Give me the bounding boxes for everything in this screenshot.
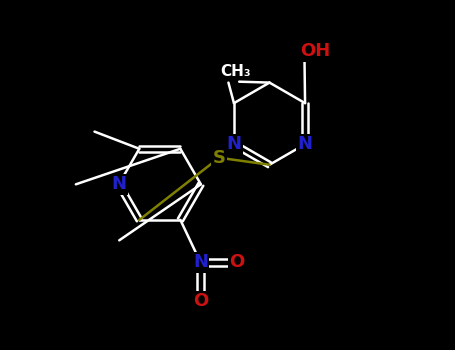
Text: O: O <box>229 253 244 271</box>
Text: N: N <box>298 135 313 153</box>
Text: N: N <box>227 135 242 153</box>
Text: OH: OH <box>300 42 330 60</box>
Text: N: N <box>111 175 126 193</box>
Text: S: S <box>212 149 226 167</box>
Text: CH₃: CH₃ <box>220 64 251 79</box>
Text: N: N <box>193 253 208 271</box>
Text: O: O <box>193 292 208 310</box>
